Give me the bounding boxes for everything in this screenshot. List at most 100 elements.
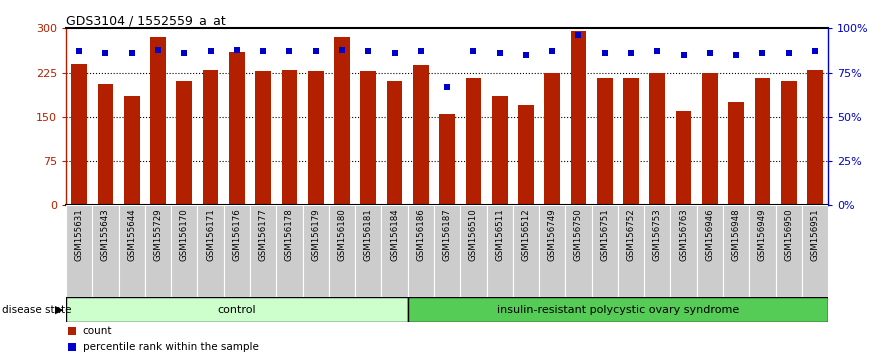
Bar bbox=[250, 205, 277, 297]
Bar bbox=[302, 205, 329, 297]
Bar bbox=[539, 205, 566, 297]
Bar bbox=[119, 205, 144, 297]
Bar bbox=[460, 205, 486, 297]
Bar bbox=[334, 37, 350, 205]
Bar bbox=[150, 37, 166, 205]
Point bbox=[781, 50, 796, 56]
Text: control: control bbox=[218, 305, 256, 315]
Text: GSM156752: GSM156752 bbox=[626, 208, 635, 261]
Bar bbox=[702, 73, 718, 205]
Text: count: count bbox=[83, 326, 113, 336]
Bar bbox=[644, 205, 670, 297]
Bar bbox=[571, 31, 587, 205]
Text: insulin-resistant polycystic ovary syndrome: insulin-resistant polycystic ovary syndr… bbox=[497, 305, 739, 315]
Text: GSM156511: GSM156511 bbox=[495, 208, 504, 261]
Text: GSM155729: GSM155729 bbox=[153, 208, 163, 261]
Text: GSM156184: GSM156184 bbox=[390, 208, 399, 261]
Text: GSM156948: GSM156948 bbox=[731, 208, 741, 261]
Bar bbox=[676, 111, 692, 205]
Bar bbox=[544, 73, 560, 205]
Point bbox=[729, 52, 744, 58]
Text: GSM156179: GSM156179 bbox=[311, 208, 320, 261]
Text: GSM156180: GSM156180 bbox=[337, 208, 346, 261]
Bar bbox=[66, 297, 408, 322]
Point bbox=[335, 47, 349, 52]
Bar bbox=[277, 205, 302, 297]
Bar bbox=[66, 205, 93, 297]
Point bbox=[440, 84, 454, 90]
Text: GSM156177: GSM156177 bbox=[259, 208, 268, 261]
Text: GSM156750: GSM156750 bbox=[574, 208, 583, 261]
Text: GSM156751: GSM156751 bbox=[600, 208, 610, 261]
Bar bbox=[329, 205, 355, 297]
Point bbox=[677, 52, 691, 58]
Text: GSM156949: GSM156949 bbox=[758, 208, 767, 261]
Point bbox=[204, 48, 218, 54]
Bar bbox=[144, 205, 171, 297]
Text: GSM156951: GSM156951 bbox=[811, 208, 819, 261]
Point bbox=[72, 48, 86, 54]
Bar bbox=[618, 205, 644, 297]
Point bbox=[572, 33, 586, 38]
Text: GSM156749: GSM156749 bbox=[548, 208, 557, 261]
Bar bbox=[282, 70, 297, 205]
Text: GSM156510: GSM156510 bbox=[469, 208, 478, 261]
Text: GSM156176: GSM156176 bbox=[233, 208, 241, 261]
Bar bbox=[723, 205, 750, 297]
Text: GSM156186: GSM156186 bbox=[417, 208, 426, 261]
Bar bbox=[492, 96, 507, 205]
Bar bbox=[802, 205, 828, 297]
Bar bbox=[71, 64, 87, 205]
Point bbox=[151, 47, 165, 52]
Point bbox=[492, 50, 507, 56]
Bar bbox=[623, 79, 639, 205]
Text: GSM155643: GSM155643 bbox=[101, 208, 110, 261]
Point bbox=[495, 127, 509, 132]
Text: GSM156753: GSM156753 bbox=[653, 208, 662, 261]
Text: percentile rank within the sample: percentile rank within the sample bbox=[83, 342, 259, 352]
Text: GSM156950: GSM156950 bbox=[784, 208, 793, 261]
Bar bbox=[750, 205, 775, 297]
Point bbox=[650, 48, 664, 54]
Point bbox=[624, 50, 638, 56]
Bar bbox=[408, 205, 434, 297]
Text: GDS3104 / 1552559_a_at: GDS3104 / 1552559_a_at bbox=[66, 14, 226, 27]
Text: ▶: ▶ bbox=[55, 305, 63, 315]
Bar bbox=[360, 71, 376, 205]
Bar bbox=[566, 205, 592, 297]
Text: GSM155631: GSM155631 bbox=[75, 208, 84, 261]
Point bbox=[597, 50, 611, 56]
Text: GSM156512: GSM156512 bbox=[522, 208, 530, 261]
Point bbox=[519, 52, 533, 58]
Point bbox=[466, 48, 480, 54]
Bar bbox=[649, 73, 665, 205]
Bar bbox=[98, 84, 114, 205]
Point bbox=[230, 47, 244, 52]
Bar bbox=[486, 205, 513, 297]
Bar bbox=[413, 65, 429, 205]
Text: GSM156170: GSM156170 bbox=[180, 208, 189, 261]
Bar bbox=[754, 79, 770, 205]
Bar bbox=[381, 205, 408, 297]
Text: disease state: disease state bbox=[2, 305, 71, 315]
Bar bbox=[513, 205, 539, 297]
Bar bbox=[434, 205, 460, 297]
Bar bbox=[775, 205, 802, 297]
Point bbox=[125, 50, 139, 56]
Bar bbox=[729, 102, 744, 205]
Text: GSM156187: GSM156187 bbox=[442, 208, 452, 261]
Point bbox=[545, 48, 559, 54]
Point bbox=[256, 48, 270, 54]
Bar bbox=[597, 79, 612, 205]
Text: GSM156178: GSM156178 bbox=[285, 208, 294, 261]
Point bbox=[361, 48, 375, 54]
Bar bbox=[355, 205, 381, 297]
Bar bbox=[203, 70, 218, 205]
Bar bbox=[229, 52, 245, 205]
Bar bbox=[307, 71, 323, 205]
Bar bbox=[697, 205, 723, 297]
Bar bbox=[224, 205, 250, 297]
Bar bbox=[465, 79, 481, 205]
Bar bbox=[171, 205, 197, 297]
Point bbox=[99, 50, 113, 56]
